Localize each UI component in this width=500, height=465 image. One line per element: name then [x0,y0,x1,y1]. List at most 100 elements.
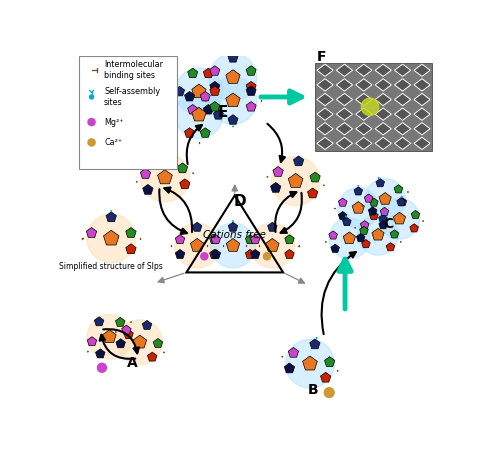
Circle shape [362,98,378,115]
Text: C: C [384,217,394,231]
Polygon shape [320,372,331,382]
Polygon shape [226,239,239,251]
Polygon shape [317,123,333,135]
Polygon shape [250,235,260,244]
Polygon shape [394,64,410,76]
Polygon shape [192,222,202,231]
Polygon shape [246,249,255,259]
Polygon shape [184,92,194,101]
Polygon shape [116,339,126,348]
Polygon shape [268,222,277,231]
Polygon shape [210,81,220,91]
Polygon shape [317,64,333,76]
Polygon shape [394,79,410,91]
Polygon shape [204,68,214,78]
Text: A: A [128,356,138,370]
Circle shape [264,253,270,260]
Polygon shape [250,249,260,259]
Polygon shape [96,349,105,358]
Polygon shape [324,357,335,366]
Polygon shape [210,249,219,259]
Text: Mg²⁺: Mg²⁺ [104,118,124,126]
Circle shape [338,187,378,228]
Polygon shape [211,249,220,259]
Polygon shape [288,347,298,357]
Text: Self-assembly
sites: Self-assembly sites [104,87,160,106]
Polygon shape [380,207,389,215]
Circle shape [250,223,295,268]
Polygon shape [352,201,364,213]
Polygon shape [368,207,377,215]
Polygon shape [188,68,198,78]
Polygon shape [285,249,294,259]
Circle shape [209,53,257,101]
Text: D: D [234,194,246,209]
Polygon shape [370,198,378,206]
Polygon shape [394,212,406,224]
Polygon shape [116,317,125,326]
Polygon shape [273,166,283,176]
Circle shape [209,77,257,124]
Polygon shape [360,226,368,234]
Polygon shape [329,231,338,239]
Circle shape [88,119,95,126]
Polygon shape [343,232,355,244]
Polygon shape [176,235,185,244]
Polygon shape [317,137,333,150]
Text: E: E [218,105,228,120]
Polygon shape [356,233,365,242]
Polygon shape [376,179,384,187]
Polygon shape [414,93,430,106]
Circle shape [358,214,399,255]
Circle shape [118,320,162,365]
Polygon shape [246,81,256,91]
Circle shape [379,198,420,239]
Polygon shape [397,198,406,206]
Circle shape [175,91,223,139]
Polygon shape [140,168,150,179]
Polygon shape [192,107,206,121]
Polygon shape [211,235,220,244]
Polygon shape [375,108,392,120]
Circle shape [87,314,132,359]
Polygon shape [375,137,392,150]
Polygon shape [356,137,372,150]
Polygon shape [372,228,384,240]
Polygon shape [336,137,352,150]
Polygon shape [394,123,410,135]
Polygon shape [126,244,136,254]
Text: F: F [316,50,326,64]
Polygon shape [394,108,410,120]
Text: Simplified structure of Slps: Simplified structure of Slps [60,262,163,271]
Polygon shape [228,53,238,62]
Polygon shape [88,337,96,345]
Polygon shape [379,193,392,204]
Polygon shape [317,93,333,106]
Polygon shape [317,108,333,120]
Circle shape [364,179,406,219]
Polygon shape [394,137,410,150]
Circle shape [271,157,320,206]
Polygon shape [317,79,333,91]
Polygon shape [270,182,281,192]
Polygon shape [284,363,294,373]
Polygon shape [414,108,430,120]
Text: B: B [308,383,319,397]
Polygon shape [336,93,352,106]
Polygon shape [386,243,395,251]
Polygon shape [157,153,167,162]
Polygon shape [188,105,198,114]
Polygon shape [336,108,352,120]
Polygon shape [178,163,188,173]
Polygon shape [192,84,206,98]
Polygon shape [356,93,372,106]
Polygon shape [288,173,303,187]
Circle shape [140,153,190,202]
Polygon shape [414,123,430,135]
Polygon shape [378,214,387,223]
Polygon shape [246,86,256,95]
Circle shape [201,253,208,260]
Polygon shape [308,188,318,198]
Polygon shape [410,224,418,232]
Circle shape [324,388,334,398]
